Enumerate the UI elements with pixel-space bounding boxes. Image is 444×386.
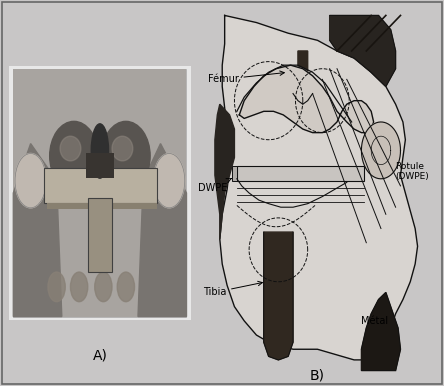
Ellipse shape xyxy=(102,121,150,191)
Ellipse shape xyxy=(60,136,81,161)
Ellipse shape xyxy=(154,154,185,208)
FancyBboxPatch shape xyxy=(9,66,191,320)
Polygon shape xyxy=(220,15,417,360)
Text: Métal: Métal xyxy=(361,316,388,326)
Polygon shape xyxy=(329,15,396,86)
FancyBboxPatch shape xyxy=(88,198,112,272)
FancyBboxPatch shape xyxy=(13,69,186,317)
Ellipse shape xyxy=(48,272,65,302)
Polygon shape xyxy=(264,232,293,360)
Ellipse shape xyxy=(91,124,108,178)
FancyBboxPatch shape xyxy=(195,15,440,371)
FancyBboxPatch shape xyxy=(13,69,186,317)
Ellipse shape xyxy=(117,272,135,302)
Ellipse shape xyxy=(50,121,98,191)
Polygon shape xyxy=(13,144,62,317)
Ellipse shape xyxy=(112,136,133,161)
Text: Rotule
(DWPE): Rotule (DWPE) xyxy=(396,162,429,181)
FancyBboxPatch shape xyxy=(44,168,157,203)
Polygon shape xyxy=(138,144,186,317)
FancyBboxPatch shape xyxy=(47,203,157,209)
Ellipse shape xyxy=(15,154,46,208)
Polygon shape xyxy=(239,65,373,133)
Polygon shape xyxy=(361,122,400,179)
Text: DWPE: DWPE xyxy=(198,179,231,193)
Ellipse shape xyxy=(95,272,112,302)
Text: A): A) xyxy=(92,348,107,362)
Text: Tibia: Tibia xyxy=(202,281,262,298)
Polygon shape xyxy=(361,293,400,371)
FancyBboxPatch shape xyxy=(86,154,114,178)
Polygon shape xyxy=(298,51,308,86)
Text: Fémur: Fémur xyxy=(208,71,284,85)
Ellipse shape xyxy=(71,272,88,302)
Text: B): B) xyxy=(310,368,325,382)
FancyBboxPatch shape xyxy=(237,166,364,181)
Polygon shape xyxy=(215,104,234,239)
FancyBboxPatch shape xyxy=(232,166,237,181)
